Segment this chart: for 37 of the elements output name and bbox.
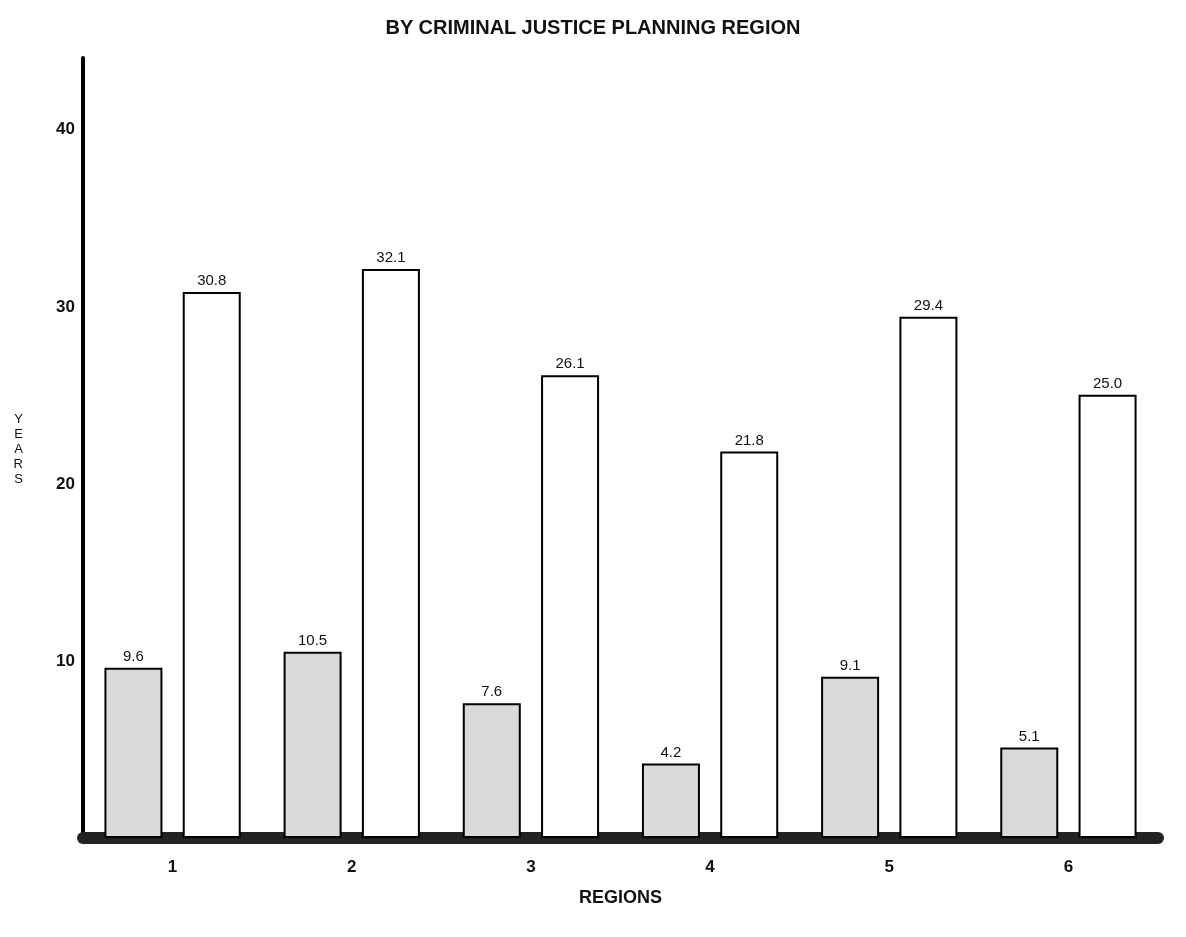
x-tick-label: 1 bbox=[167, 857, 178, 876]
bar bbox=[283, 651, 342, 838]
bar bbox=[720, 451, 779, 838]
data-label: 9.1 bbox=[839, 655, 861, 673]
bar bbox=[361, 268, 420, 838]
x-tick-label: 6 bbox=[1063, 857, 1074, 876]
y-tick-label: 20 bbox=[56, 473, 75, 493]
data-label: 30.8 bbox=[197, 271, 227, 288]
y-tick-label: 30 bbox=[56, 296, 75, 316]
data-label: 32.1 bbox=[376, 247, 406, 265]
x-tick-label: 5 bbox=[884, 857, 894, 876]
bar bbox=[641, 763, 700, 838]
bar bbox=[104, 667, 163, 838]
bar bbox=[899, 316, 958, 838]
x-tick-label: 3 bbox=[526, 857, 536, 876]
data-label: 25.0 bbox=[1092, 373, 1123, 391]
data-label: 9.6 bbox=[123, 646, 144, 664]
y-axis-title: YEARS bbox=[13, 410, 24, 486]
data-label: 10.5 bbox=[298, 630, 328, 648]
chart-title: BY CRIMINAL JUSTICE PLANNING REGION bbox=[385, 16, 801, 38]
bar bbox=[541, 375, 600, 838]
bar bbox=[462, 703, 521, 838]
y-tick-label: 10 bbox=[56, 651, 75, 671]
x-axis-title: REGIONS bbox=[578, 887, 663, 907]
x-tick-label: 2 bbox=[347, 857, 357, 876]
x-tick-label: 4 bbox=[705, 857, 716, 876]
bar bbox=[1078, 394, 1137, 838]
data-label: 26.1 bbox=[555, 354, 585, 372]
data-label: 4.2 bbox=[660, 742, 682, 760]
bar bbox=[821, 676, 880, 838]
data-label: 29.4 bbox=[913, 295, 943, 313]
y-tick-label: 40 bbox=[56, 119, 75, 139]
data-label: 21.8 bbox=[734, 430, 764, 448]
bar bbox=[182, 292, 241, 838]
data-label: 5.1 bbox=[1018, 726, 1040, 744]
bar bbox=[1000, 747, 1059, 838]
data-label: 7.6 bbox=[481, 682, 503, 700]
